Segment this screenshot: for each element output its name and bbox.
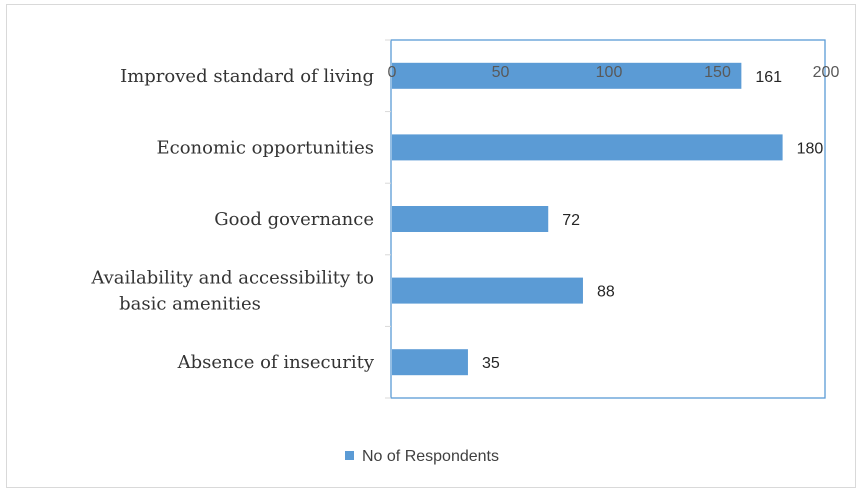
bar [392, 206, 549, 232]
bar [392, 277, 583, 304]
category-label: Economic opportunities [157, 137, 375, 158]
bar [392, 349, 468, 376]
bar [392, 62, 742, 89]
data-label: 35 [482, 355, 500, 372]
category-label: basic amenities [119, 294, 261, 315]
plot-border [390, 39, 826, 399]
x-tick-label: 200 [813, 64, 840, 81]
data-label: 180 [797, 140, 824, 157]
legend: No of Respondents [345, 448, 499, 465]
category-label: Improved standard of living [120, 66, 374, 87]
data-labels: 161 180 72 88 35 [482, 69, 823, 372]
category-labels: Improved standard of living Economic oppo… [90, 66, 375, 373]
x-tick-label: 100 [596, 64, 623, 81]
category-label: Availability and accessibility to [90, 268, 374, 289]
x-tick-labels: 0 50 100 150 200 [388, 64, 840, 81]
bars [392, 62, 783, 376]
data-label: 72 [562, 212, 580, 229]
legend-label: No of Respondents [362, 448, 499, 465]
category-label: Absence of insecurity [177, 352, 375, 373]
category-label: Good governance [214, 209, 374, 230]
bar [392, 134, 783, 161]
data-label: 88 [597, 284, 615, 301]
plot-area [385, 39, 826, 399]
legend-swatch [345, 451, 354, 460]
x-tick-label: 0 [388, 64, 397, 81]
x-tick-label: 50 [492, 64, 510, 81]
data-label: 161 [755, 69, 782, 86]
x-tick-label: 150 [704, 64, 731, 81]
